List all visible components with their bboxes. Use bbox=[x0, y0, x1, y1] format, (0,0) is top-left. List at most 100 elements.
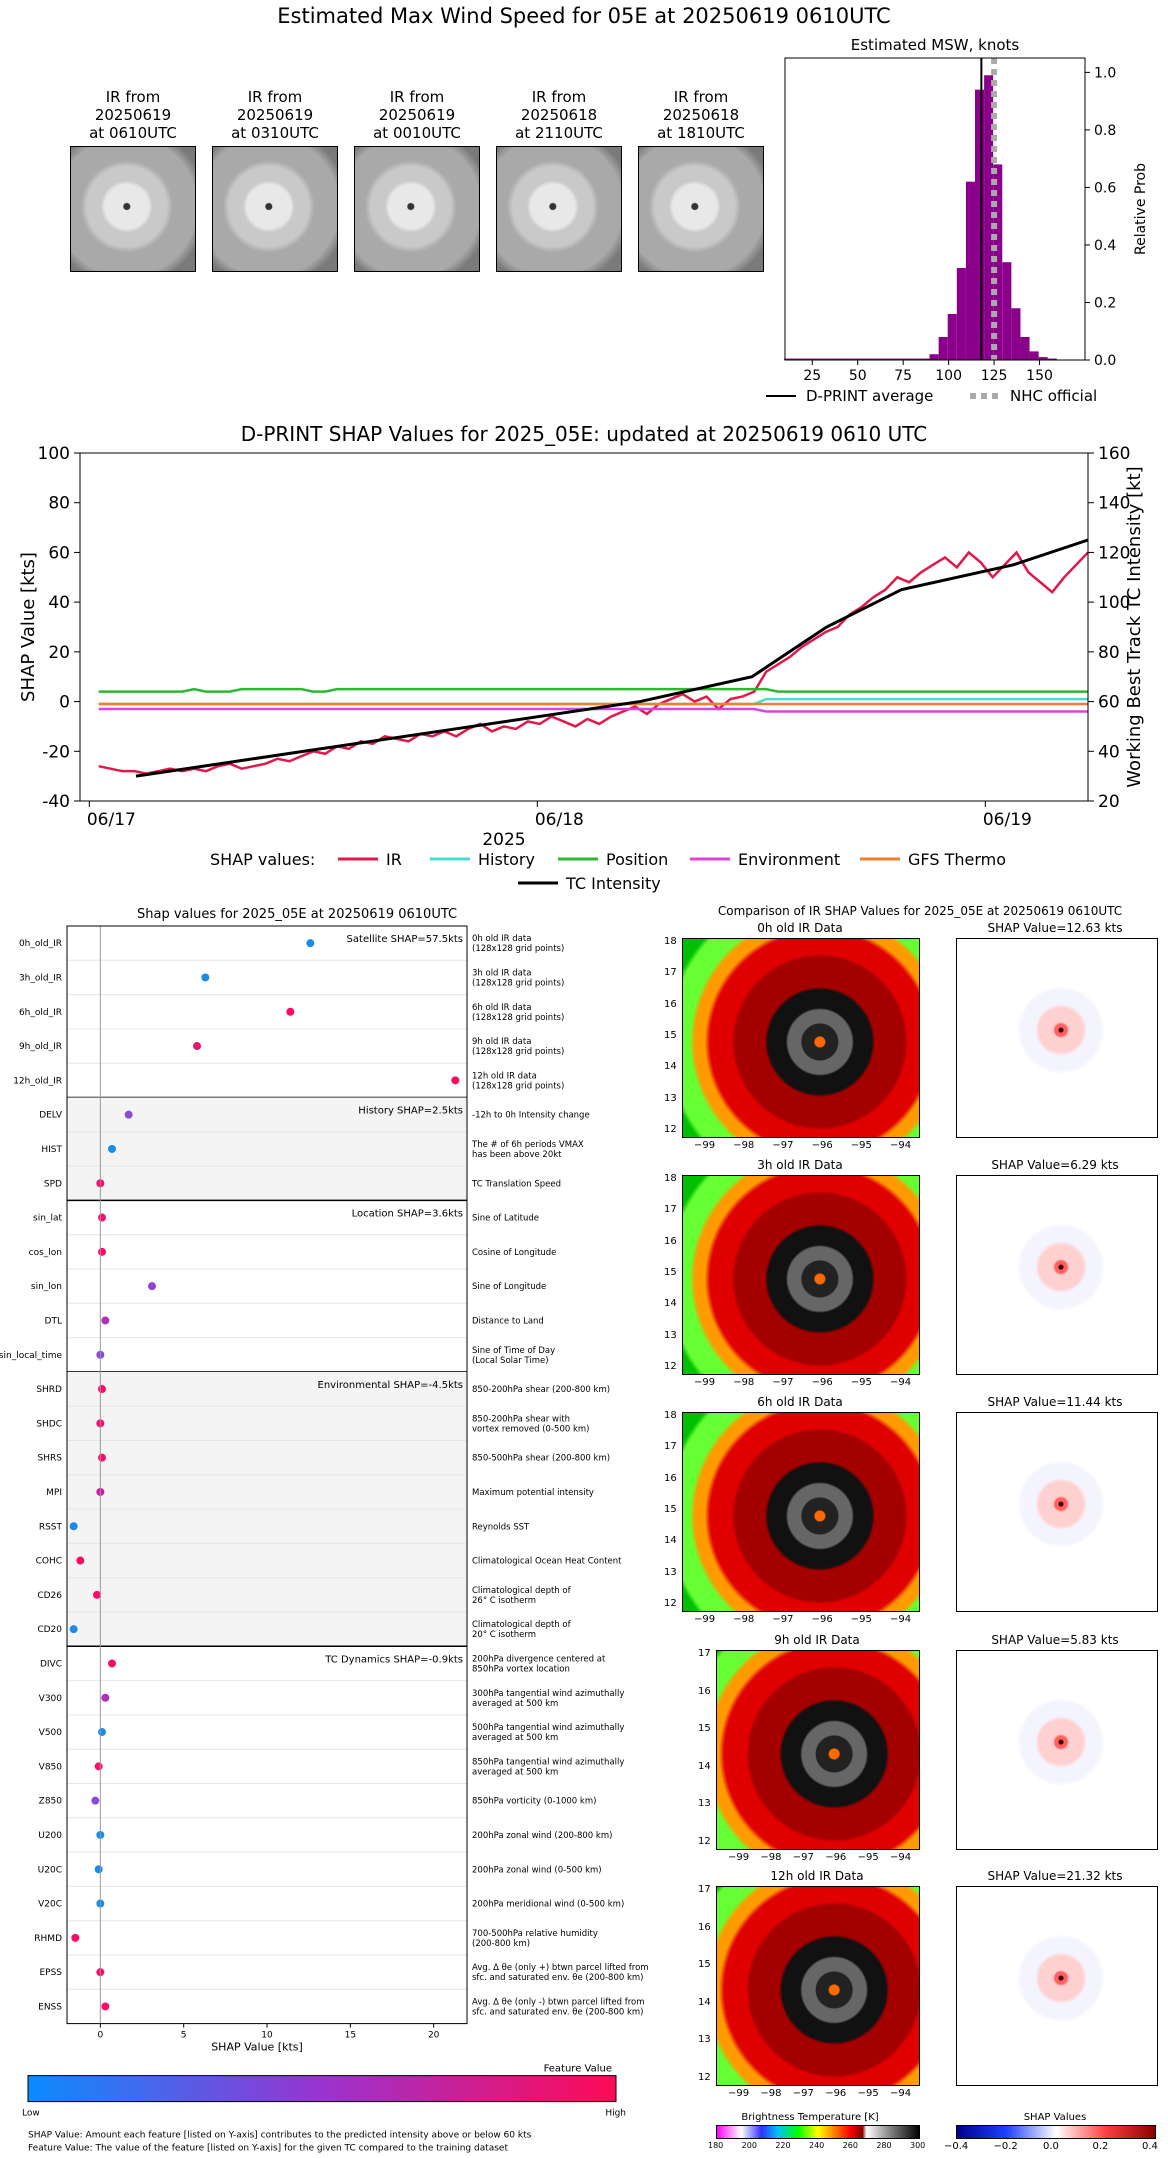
ir-y-tick-label: 16 bbox=[664, 1472, 677, 1484]
ir-panel-image bbox=[682, 1175, 920, 1375]
msw-bar bbox=[1002, 262, 1012, 360]
ir-x-tick-label: −99 bbox=[728, 1852, 750, 1863]
group-shap-label: TC Dynamics SHAP=-0.9kts bbox=[324, 1654, 463, 1665]
feature-shap-point bbox=[93, 1590, 101, 1599]
msw-bar bbox=[965, 181, 975, 360]
ts-left-label: SHAP Value [kts] bbox=[18, 552, 39, 702]
feature-description: Avg. Δ θe (only +) btwn parcel lifted fr… bbox=[472, 1963, 649, 1973]
group-shading bbox=[67, 1097, 467, 1201]
ir-x-tick-label: −98 bbox=[733, 1377, 755, 1388]
group-shap-label: Environmental SHAP=-4.5kts bbox=[318, 1380, 464, 1391]
ts-legend-entry: History bbox=[478, 850, 535, 869]
ir-x-tick-label: −97 bbox=[792, 1852, 814, 1863]
msw-y-tick-label: 1.0 bbox=[1094, 65, 1116, 81]
feature-description: 3h old IR data bbox=[472, 968, 531, 978]
ir-panel-image bbox=[682, 938, 920, 1138]
feature-colorbar-low: Low bbox=[22, 2109, 40, 2119]
feature-shap-point bbox=[98, 1213, 106, 1222]
feature-shap-point bbox=[98, 1453, 106, 1462]
ts-right-tick-label: 100 bbox=[1098, 593, 1130, 613]
legend-nhc-label: NHC official bbox=[1010, 387, 1097, 405]
ir-panel-title: 9h old IR Data bbox=[774, 1633, 860, 1647]
ir-x-tick-label: −94 bbox=[890, 2088, 912, 2099]
thumbnail-label-line: IR from bbox=[531, 88, 587, 106]
series-line-ir bbox=[98, 550, 1089, 775]
ts-x-tick-label: 06/17 bbox=[87, 810, 136, 830]
feature-name: V300 bbox=[39, 1694, 63, 1704]
feature-description: Sine of Latitude bbox=[472, 1214, 539, 1224]
ir-x-tick-label: −95 bbox=[850, 1140, 872, 1151]
ir-thumbnail-image bbox=[638, 146, 764, 272]
ir-y-tick-label: 14 bbox=[664, 1061, 677, 1073]
feature-x-tick-label: 20 bbox=[428, 2031, 440, 2041]
feature-description: -12h to 0h Intensity change bbox=[472, 1111, 590, 1121]
feature-description: has been above 20kt bbox=[472, 1150, 562, 1160]
feature-colorbar-title: Feature Value bbox=[544, 2064, 612, 2075]
ir-y-tick-label: 16 bbox=[698, 1921, 711, 1933]
msw-x-tick-label: 100 bbox=[935, 368, 962, 384]
msw-bar bbox=[865, 358, 875, 360]
feature-shap-point bbox=[98, 1247, 106, 1256]
feature-shap-point bbox=[76, 1556, 85, 1565]
ir-x-tick-label: −97 bbox=[772, 1140, 794, 1151]
msw-bar bbox=[893, 358, 903, 360]
feature-name: COHC bbox=[36, 1557, 62, 1567]
msw-bar bbox=[784, 358, 794, 360]
ir-x-tick-label: −98 bbox=[733, 1614, 755, 1625]
msw-title: Estimated MSW, knots bbox=[851, 36, 1020, 54]
feature-description: Avg. Δ θe (only -) btwn parcel lifted fr… bbox=[472, 1997, 645, 2007]
thumbnail-label-line: 20250618 bbox=[520, 106, 598, 124]
feature-description: 26° C isotherm bbox=[472, 1596, 536, 1606]
feature-description: (128x128 grid points) bbox=[472, 978, 564, 988]
feature-description: 200hPa zonal wind (0-500 km) bbox=[472, 1865, 602, 1875]
feature-name: U20C bbox=[38, 1865, 62, 1875]
feature-x-tick-label: 10 bbox=[261, 2031, 273, 2041]
msw-bar bbox=[920, 358, 930, 360]
ts-legend-entry: GFS Thermo bbox=[908, 850, 1006, 869]
shap-panel-image bbox=[956, 1886, 1158, 2086]
legend-avg-label: D-PRINT average bbox=[806, 387, 933, 405]
thumbnail-label: IR from 20250618 at 1810UTC bbox=[628, 88, 774, 142]
feature-description: sfc. and saturated env. θe (200-800 km) bbox=[472, 1973, 644, 1983]
ts-right-tick-label: 160 bbox=[1098, 444, 1130, 464]
ir-y-tick-label: 12 bbox=[664, 1598, 677, 1609]
bt-colorbar-tick: 240 bbox=[809, 2141, 825, 2150]
msw-axes-frame bbox=[784, 57, 1086, 361]
feature-description: 850-200hPa shear (200-800 km) bbox=[472, 1385, 610, 1395]
feature-description: 0h old IR data bbox=[472, 934, 531, 944]
thumbnail-label-line: 20250619 bbox=[378, 106, 456, 124]
feature-name: MPI bbox=[46, 1488, 62, 1498]
bt-colorbar-tick: 280 bbox=[876, 2141, 892, 2150]
bt-colorbar-tick: 220 bbox=[775, 2141, 791, 2150]
shap-colorbar-tick: 0.4 bbox=[1142, 2141, 1158, 2152]
msw-bar bbox=[1011, 308, 1021, 360]
feature-x-tick-label: 5 bbox=[181, 2031, 187, 2041]
feature-name: sin_lat bbox=[33, 1214, 62, 1224]
feature-description: sfc. and saturated env. θe (200-800 km) bbox=[472, 2007, 644, 2017]
ts-legend-entry: Environment bbox=[738, 850, 840, 869]
ir-y-tick-label: 12 bbox=[698, 1836, 711, 1847]
ir-x-tick-label: −97 bbox=[792, 2088, 814, 2099]
group-shap-label: History SHAP=2.5kts bbox=[358, 1106, 463, 1117]
feature-shap-point bbox=[98, 1385, 106, 1394]
msw-bar bbox=[947, 313, 957, 360]
ir-x-tick-label: −99 bbox=[694, 1614, 716, 1625]
feature-shap-point bbox=[71, 1933, 80, 1942]
ir-x-tick-label: −95 bbox=[850, 1377, 872, 1388]
ir-y-tick-label: 14 bbox=[664, 1298, 677, 1310]
thumbnail-label: IR from 20250619 at 0610UTC bbox=[60, 88, 206, 142]
feature-title: Shap values for 2025_05E at 20250619 061… bbox=[137, 907, 457, 922]
msw-bar bbox=[1038, 357, 1048, 360]
feature-description: (128x128 grid points) bbox=[472, 1081, 564, 1091]
feature-name: SHRD bbox=[36, 1385, 62, 1395]
ir-panel-image bbox=[716, 1650, 920, 1850]
feature-description: (Local Solar Time) bbox=[472, 1356, 549, 1366]
feature-description: Distance to Land bbox=[472, 1316, 544, 1326]
feature-description: Sine of Time of Day bbox=[472, 1346, 555, 1356]
feature-name: sin_lon bbox=[31, 1282, 62, 1292]
ir-thumbnail-image bbox=[496, 146, 622, 272]
shap-colorbar-tick: −0.4 bbox=[944, 2141, 969, 2152]
feature-description: 200hPa meridional wind (0-500 km) bbox=[472, 1900, 624, 1910]
feature-x-label: SHAP Value [kts] bbox=[211, 2041, 303, 2054]
ir-y-tick-label: 14 bbox=[664, 1535, 677, 1547]
